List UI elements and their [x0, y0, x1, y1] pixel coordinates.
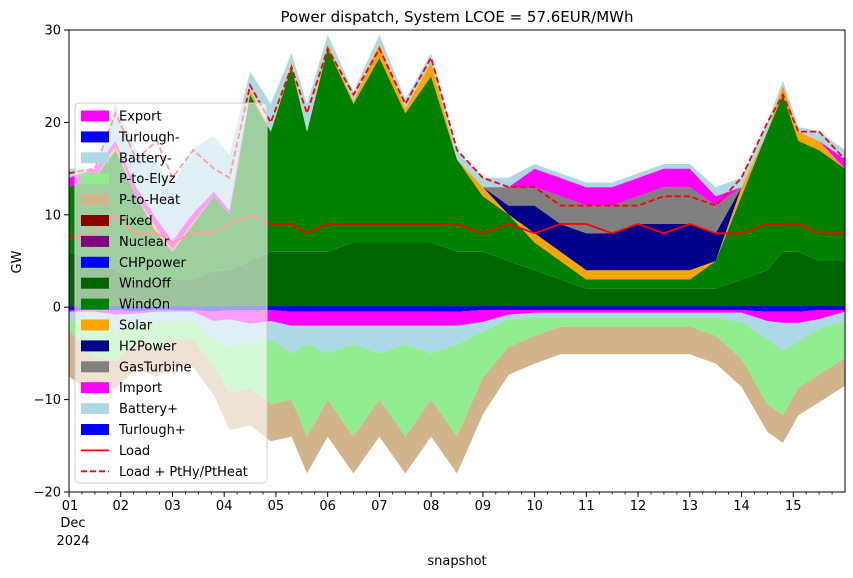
y-tick-label: 10: [44, 208, 61, 223]
legend-label-load-pthy-ptheat: Load + PtHy/PtHeat: [119, 465, 248, 480]
x-tick-label: 08: [423, 499, 440, 514]
x-tick-label: 13: [682, 499, 699, 514]
x-tick-label: 04: [216, 499, 233, 514]
legend-label-windon: WindOn: [119, 298, 170, 313]
legend-swatch-battery: [81, 403, 109, 415]
x-axis: 01 02 03 04 05 06 07 08 09 10 11 12 13 14 15: [62, 492, 833, 514]
x-tick-label: 05: [268, 499, 285, 514]
x-year-label: 2024: [56, 534, 89, 549]
y-axis: 30 20 10 0 −10 −20: [34, 24, 69, 501]
y-tick-label: 0: [53, 301, 61, 316]
supply-area-gasturbine: [69, 43, 845, 250]
x-tick-label: 03: [164, 499, 181, 514]
x-tick-label: 07: [371, 499, 388, 514]
x-tick-label: 06: [319, 499, 336, 514]
x-tick-label: 10: [526, 499, 543, 514]
legend-swatch-windoff: [81, 277, 109, 289]
y-axis-label: GW: [10, 250, 25, 273]
legend-swatch-turlough: [81, 424, 109, 435]
legend-swatch-solar: [81, 319, 109, 331]
legend-label-turlough: Turlough+: [118, 423, 186, 438]
legend-swatch-turlough: [81, 131, 109, 143]
legend-swatch-h2power: [81, 340, 109, 352]
legend-label-h2power: H2Power: [119, 339, 177, 354]
legend-label-import: Import: [119, 381, 162, 396]
legend-frame: [74, 102, 268, 484]
y-tick-label: −10: [34, 393, 61, 408]
legend-label-p-to-elyz: P-to-Elyz: [119, 172, 176, 187]
legend-label-gasturbine: GasTurbine: [119, 360, 191, 375]
x-tick-label: 15: [785, 499, 802, 514]
legend-swatch-export: [81, 110, 109, 122]
legend-swatch-p-to-elyz: [81, 173, 109, 185]
legend-swatch-windon: [81, 298, 109, 310]
legend-swatch-battery: [81, 152, 109, 164]
legend-label-solar: Solar: [119, 319, 153, 334]
legend-swatch-nuclear: [81, 235, 109, 247]
legend-label-fixed: Fixed: [119, 214, 153, 229]
legend-label-battery: Battery+: [119, 402, 178, 417]
x-tick-label: 12: [630, 499, 647, 514]
legend-label-chppower: CHPpower: [119, 256, 187, 271]
x-tick-label: 11: [578, 499, 595, 514]
x-tick-label: 14: [733, 499, 750, 514]
y-tick-label: 30: [44, 24, 61, 39]
x-axis-label: snapshot: [427, 554, 486, 569]
legend-label-nuclear: Nuclear: [119, 235, 170, 250]
legend-label-windoff: WindOff: [119, 277, 172, 292]
x-tick-label: 02: [112, 499, 129, 514]
legend-swatch-p-to-heat: [81, 194, 109, 206]
x-month-label: Dec: [60, 516, 85, 531]
legend-swatch-fixed: [81, 215, 109, 226]
x-tick-label: 01: [62, 499, 79, 514]
legend-label-export: Export: [119, 110, 162, 125]
y-tick-label: −20: [34, 486, 61, 501]
legend-swatch-gasturbine: [81, 361, 109, 373]
legend: Export Turlough- Battery- P-to-Elyz P-to-Hea…: [74, 102, 268, 484]
legend-swatch-chppower: [81, 256, 109, 268]
legend-label-p-to-heat: P-to-Heat: [119, 193, 180, 208]
chart-title: Power dispatch, System LCOE = 57.6EUR/MW…: [280, 8, 633, 26]
legend-swatch-import: [81, 382, 109, 394]
y-tick-label: 20: [44, 116, 61, 131]
legend-label-turlough: Turlough-: [118, 130, 180, 145]
legend-label-load: Load: [119, 444, 150, 459]
legend-label-battery: Battery-: [119, 151, 172, 166]
x-tick-label: 09: [475, 499, 492, 514]
